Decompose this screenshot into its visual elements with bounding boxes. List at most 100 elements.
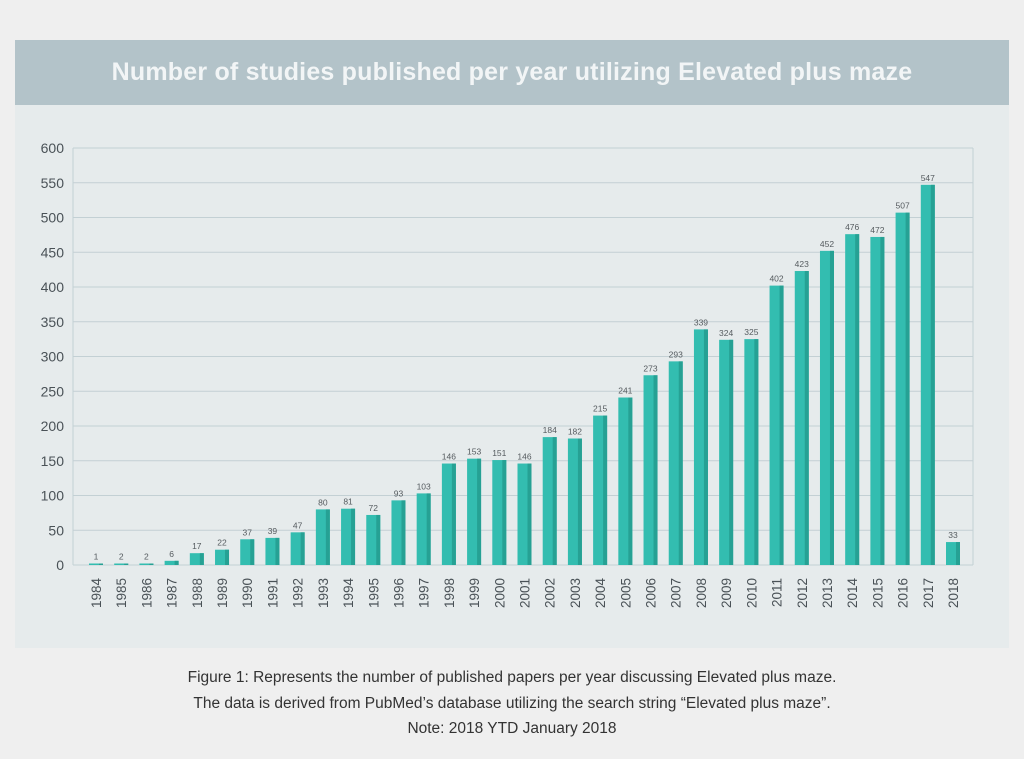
- bar-shade: [779, 285, 784, 565]
- x-tick-label: 1984: [89, 578, 104, 609]
- data-label: 17: [192, 541, 202, 551]
- data-label: 325: [744, 327, 758, 337]
- figure-caption: Figure 1: Represents the number of publi…: [0, 665, 1024, 742]
- bar-shade: [729, 339, 734, 565]
- data-label: 507: [895, 201, 909, 211]
- bar-shade: [199, 553, 204, 565]
- bar-shade: [124, 563, 129, 565]
- data-label: 6: [169, 549, 174, 559]
- x-tick-label: 2011: [770, 578, 785, 607]
- x-tick-label: 2015: [870, 578, 885, 608]
- data-label: 93: [394, 488, 404, 498]
- x-tick-label: 1986: [139, 578, 154, 608]
- data-label: 184: [543, 425, 557, 435]
- data-label: 151: [492, 448, 506, 458]
- x-tick-label: 1996: [391, 578, 406, 608]
- bar: [164, 560, 179, 565]
- data-label: 39: [268, 526, 278, 536]
- bar-shade: [275, 537, 280, 565]
- x-tick-label: 1988: [190, 578, 205, 608]
- bar-shade: [930, 184, 935, 565]
- bar-shade: [754, 339, 759, 565]
- data-label: 2: [119, 552, 124, 562]
- x-tick-label: 2002: [543, 578, 558, 608]
- data-label: 402: [769, 274, 783, 284]
- x-tick-label: 2010: [744, 578, 759, 608]
- x-tick-label: 1993: [316, 578, 331, 608]
- data-label: 37: [243, 527, 253, 537]
- x-tick-label: 2013: [820, 578, 835, 608]
- data-label: 215: [593, 404, 607, 414]
- y-tick-label: 0: [56, 557, 64, 573]
- data-label: 1: [94, 552, 99, 562]
- bar-shade: [502, 460, 507, 565]
- bar-shade: [451, 463, 456, 565]
- x-tick-label: 1991: [265, 578, 280, 608]
- bar-shade: [477, 458, 482, 565]
- bar: [114, 563, 129, 565]
- bar: [189, 553, 204, 565]
- y-tick-label: 400: [41, 279, 65, 295]
- x-tick-label: 1992: [291, 578, 306, 608]
- bar-shade: [855, 234, 860, 565]
- data-label: 22: [217, 538, 227, 548]
- chart-title: Number of studies published per year uti…: [111, 58, 913, 86]
- bar-shade: [678, 361, 683, 565]
- bar-shade: [99, 563, 103, 565]
- bar-shade: [552, 437, 557, 565]
- x-tick-label: 1989: [215, 578, 230, 608]
- y-tick-label: 150: [41, 453, 65, 469]
- bar-shade: [956, 542, 960, 565]
- data-label: 47: [293, 520, 303, 530]
- title-bar: Number of studies published per year uti…: [15, 40, 1009, 105]
- y-tick-label: 500: [41, 210, 65, 226]
- data-label: 472: [870, 225, 884, 235]
- bar-shade: [325, 509, 330, 565]
- x-tick-label: 1998: [442, 578, 457, 608]
- x-tick-label: 1987: [165, 578, 180, 608]
- x-tick-label: 2009: [719, 578, 734, 608]
- data-label: 273: [643, 363, 657, 373]
- bar-shade: [577, 438, 582, 565]
- bar-shade: [376, 514, 381, 565]
- x-tick-label: 2003: [568, 578, 583, 608]
- data-label: 324: [719, 328, 733, 338]
- data-label: 146: [442, 452, 456, 462]
- caption-line-3: Note: 2018 YTD January 2018: [407, 720, 617, 737]
- x-tick-label: 2007: [669, 578, 684, 608]
- x-tick-label: 2008: [694, 578, 709, 608]
- data-label: 452: [820, 239, 834, 249]
- x-tick-label: 2012: [795, 578, 810, 608]
- bar-shade: [351, 508, 356, 565]
- bar-shade: [426, 493, 431, 565]
- x-tick-label: 1990: [240, 578, 255, 608]
- bar-shade: [603, 415, 608, 565]
- y-tick-label: 200: [41, 418, 65, 434]
- bar-shade: [225, 549, 230, 565]
- bar: [89, 563, 103, 565]
- x-tick-label: 2016: [896, 578, 911, 608]
- x-tick-label: 2004: [593, 578, 608, 609]
- y-tick-label: 450: [41, 244, 65, 260]
- data-label: 293: [669, 349, 683, 359]
- bar-shade: [653, 375, 658, 565]
- x-tick-label: 2005: [618, 578, 633, 608]
- data-label: 72: [369, 503, 379, 513]
- data-label: 241: [618, 386, 632, 396]
- data-label: 476: [845, 222, 859, 232]
- bar-shade: [149, 563, 154, 565]
- bar-shade: [174, 560, 179, 565]
- y-tick-label: 300: [41, 349, 65, 365]
- y-tick-label: 350: [41, 314, 65, 330]
- x-tick-label: 2006: [644, 578, 659, 608]
- bar-shade: [880, 236, 885, 565]
- bar-shade: [628, 397, 633, 565]
- data-label: 146: [517, 452, 531, 462]
- x-tick-label: 2000: [492, 578, 507, 608]
- x-tick-label: 1985: [114, 578, 129, 608]
- data-label: 33: [948, 530, 958, 540]
- chart-panel: Number of studies published per year uti…: [15, 40, 1009, 648]
- bar-shade: [905, 212, 910, 565]
- y-tick-label: 250: [41, 383, 65, 399]
